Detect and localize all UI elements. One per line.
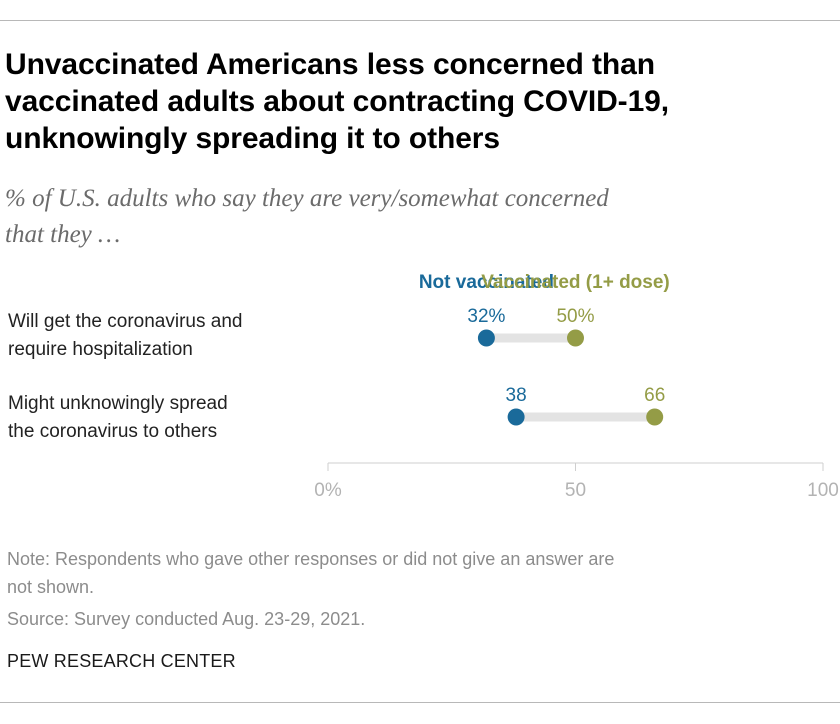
chart-title-line-3: unknowingly spreading it to others	[5, 122, 500, 155]
chart-title-line-2: vaccinated adults about contracting COVI…	[5, 85, 669, 118]
chart-subtitle-line-1: % of U.S. adults who say they are very/s…	[5, 185, 609, 212]
top-rule	[0, 20, 840, 21]
legend-vaccinated: Vaccinated (1+ dose)	[481, 272, 670, 293]
bottom-rule	[0, 702, 840, 703]
legend-not-vaccinated: Not vaccinated	[419, 272, 554, 293]
source-prefix: Source:	[7, 609, 75, 629]
dot-vaccinated	[567, 329, 584, 347]
pew-logo-text: PEW RESEARCH CENTER	[7, 651, 236, 671]
dot-vaccinated	[646, 408, 664, 426]
dot-not-vaccinated	[477, 329, 495, 347]
chart-subtitle: % of U.S. adults who say they are very/s…	[5, 181, 825, 253]
category-label-line: Will get the coronavirus and	[8, 311, 243, 332]
x-axis-tick-label: 100	[807, 480, 839, 501]
chart-subtitle-line-2: that they …	[5, 221, 121, 248]
note-line-2: not shown.	[7, 577, 95, 597]
x-axis-tick-label: 0%	[314, 480, 342, 501]
x-axis-tick-label: 50	[565, 480, 586, 501]
category-label-line: the coronavirus to others	[8, 421, 218, 442]
category-label-spread: Might unknowingly spread the coronavirus…	[8, 390, 308, 446]
value-label-vaccinated: 50%	[556, 306, 594, 327]
chart-title-line-1: Unvaccinated Americans less concerned th…	[5, 48, 655, 81]
category-label-line: require hospitalization	[8, 339, 193, 360]
value-label-not-vaccinated: 38	[506, 385, 527, 406]
dot-not-vaccinated	[507, 408, 525, 426]
chart-title: Unvaccinated Americans less concerned th…	[5, 46, 825, 157]
category-label-hospitalization: Will get the coronavirus and require hos…	[8, 308, 308, 364]
category-label-line: Might unknowingly spread	[8, 393, 228, 414]
value-label-vaccinated: 66	[644, 385, 665, 406]
note-line-1: Note: Respondents who gave other respons…	[7, 549, 615, 569]
value-label-not-vaccinated: 32%	[467, 306, 505, 327]
chart-source: Source: Survey conducted Aug. 23-29, 202…	[7, 605, 807, 633]
source-text: Survey conducted Aug. 23-29, 2021.	[74, 609, 366, 629]
chart-note: Note: Respondents who gave other respons…	[7, 545, 807, 601]
